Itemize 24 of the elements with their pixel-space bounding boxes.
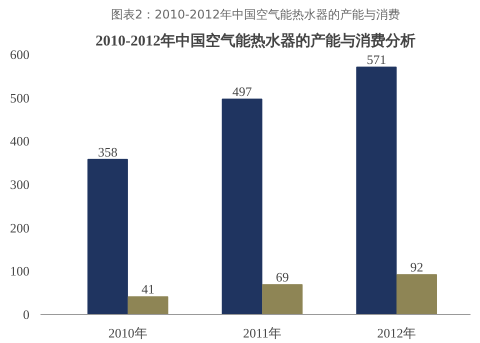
bar — [262, 284, 303, 314]
y-tick-label: 400 — [10, 134, 30, 149]
bar — [396, 274, 438, 314]
y-tick-label: 600 — [10, 47, 30, 62]
data-label: 92 — [410, 260, 424, 275]
chart-title: 2010-2012年中国空气能热水器的产能与消费分析 — [96, 32, 416, 50]
y-tick-label: 300 — [10, 177, 30, 192]
text: 图表2：2010-2012年中国空气能热水器的产能与消费 — [110, 8, 400, 22]
y-tick-label: 200 — [10, 220, 30, 236]
bar — [222, 98, 262, 314]
bar — [87, 158, 128, 314]
x-tick-label: 2011年 — [242, 326, 282, 340]
data-label: 41 — [142, 282, 154, 297]
bar — [128, 296, 168, 314]
y-tick-label: 0 — [23, 307, 30, 322]
y-tick-label: 500 — [10, 90, 30, 106]
x-tick-label: 2012年 — [377, 326, 416, 340]
data-label: 571 — [366, 52, 386, 68]
y-tick-label: 100 — [10, 264, 30, 279]
x-tick-label: 2010年 — [108, 326, 148, 340]
bar — [356, 66, 397, 314]
data-label: 69 — [276, 270, 289, 285]
data-label: 497 — [232, 84, 252, 100]
data-label: 358 — [98, 144, 118, 160]
